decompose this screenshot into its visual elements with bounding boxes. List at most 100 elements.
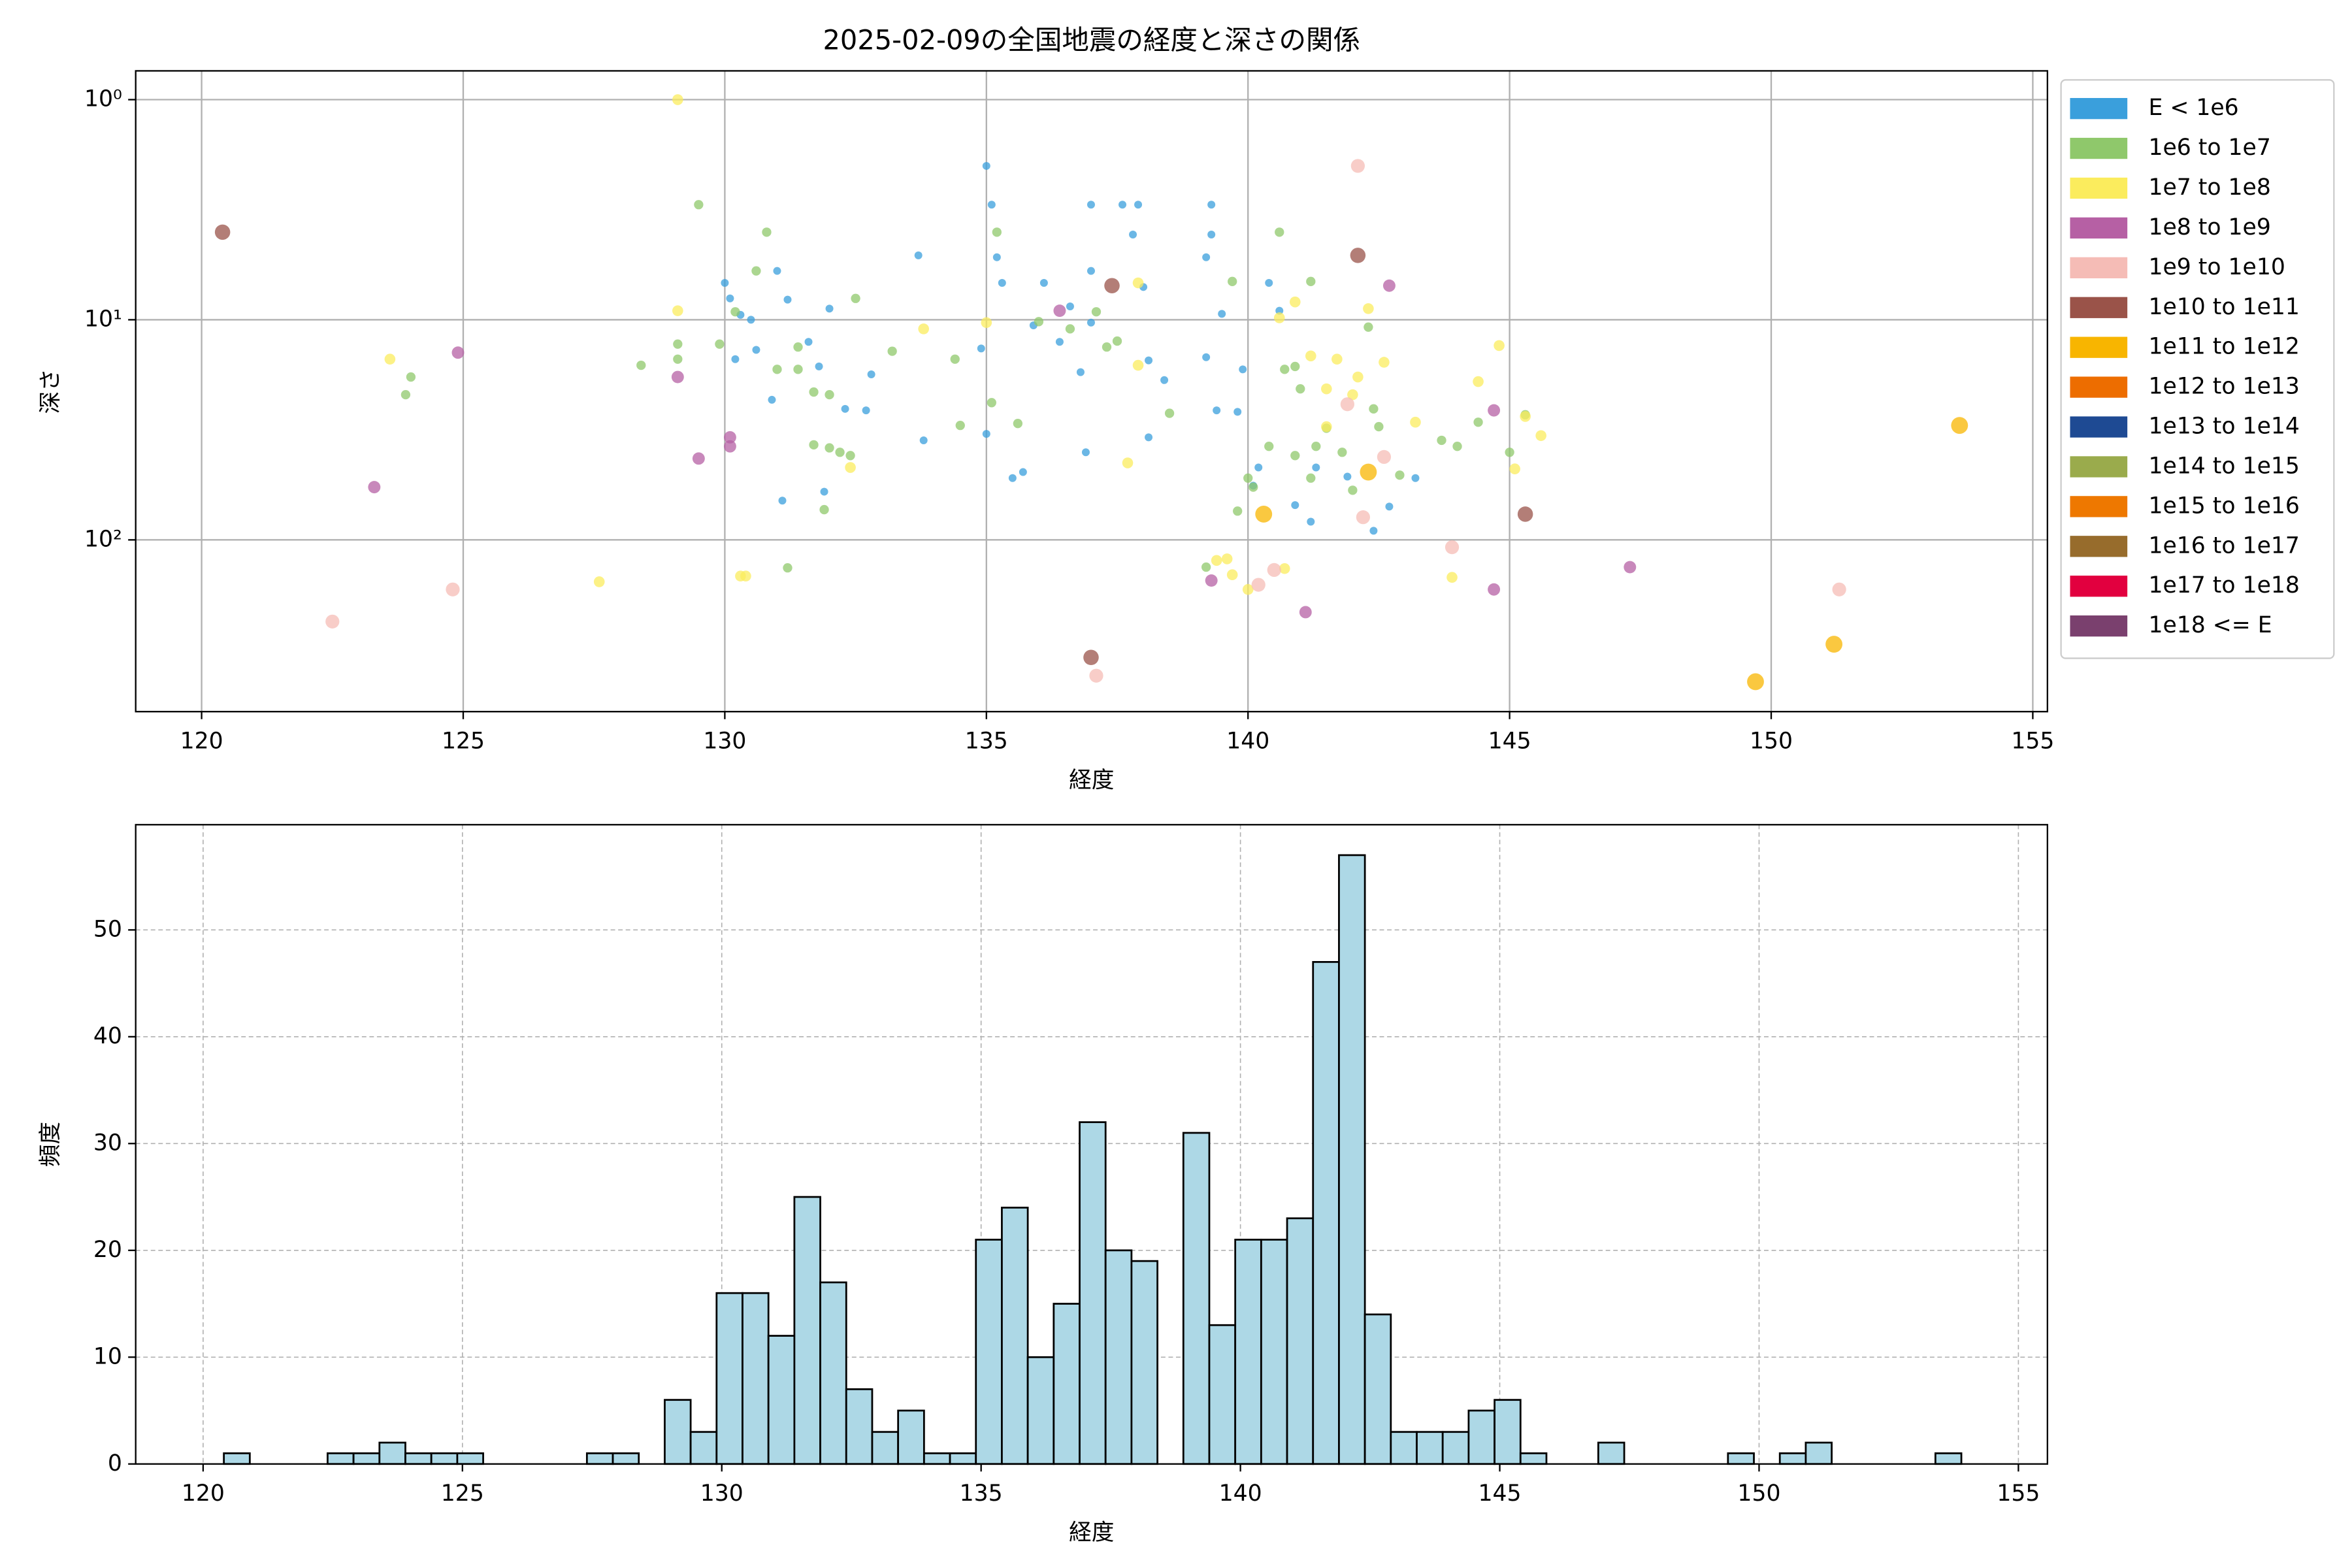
scatter-point bbox=[1207, 201, 1216, 209]
x-tick-label: 120 bbox=[180, 728, 223, 754]
scatter-point bbox=[783, 563, 792, 573]
histogram-bar bbox=[897, 1409, 925, 1465]
legend-swatch bbox=[2070, 536, 2128, 557]
scatter-point bbox=[1086, 267, 1095, 275]
scatter-point bbox=[809, 440, 819, 450]
scatter-point bbox=[1505, 448, 1514, 457]
scatter-point bbox=[1382, 279, 1396, 292]
histogram-bar bbox=[1338, 854, 1366, 1465]
scatter-point bbox=[1385, 502, 1394, 511]
scatter-point bbox=[1280, 365, 1290, 374]
scatter-point bbox=[692, 452, 705, 465]
x-tick-label: 155 bbox=[2011, 728, 2054, 754]
scatter-point bbox=[1306, 473, 1316, 483]
scatter-point bbox=[1207, 230, 1216, 238]
x-tick-label: 155 bbox=[1997, 1480, 2040, 1507]
scatter-point bbox=[446, 582, 460, 596]
histogram-bar bbox=[1260, 1239, 1288, 1465]
scatter-point bbox=[406, 372, 416, 382]
scatter-point bbox=[1343, 472, 1352, 481]
histogram-bar bbox=[975, 1239, 1003, 1465]
y-tick-label: 30 bbox=[93, 1130, 122, 1156]
scatter-point bbox=[919, 436, 928, 444]
scatter-point bbox=[1239, 365, 1247, 374]
scatter-point bbox=[715, 339, 725, 349]
scatter-point bbox=[1360, 463, 1377, 481]
y-tick-label: 0 bbox=[108, 1450, 122, 1477]
x-tick-label: 125 bbox=[442, 728, 485, 754]
histogram-bar bbox=[793, 1196, 821, 1465]
scatter-point bbox=[1145, 356, 1153, 365]
histogram-bar bbox=[404, 1452, 433, 1465]
scatter-point bbox=[1065, 324, 1075, 334]
histogram-bar bbox=[378, 1441, 406, 1465]
scatter-point bbox=[1267, 563, 1281, 578]
scatter-point bbox=[1039, 278, 1048, 287]
scatter-point bbox=[1112, 336, 1122, 346]
scatter-point bbox=[1104, 278, 1120, 294]
scatter-point bbox=[730, 307, 740, 317]
scatter-point bbox=[1132, 359, 1144, 371]
scatter-point bbox=[671, 370, 684, 384]
scatter-point bbox=[1374, 421, 1384, 432]
scatter-point bbox=[1363, 303, 1374, 314]
y-tick-label: 10² bbox=[84, 526, 122, 552]
scatter-point bbox=[982, 430, 990, 438]
x-tick-label: 135 bbox=[965, 728, 1008, 754]
scatter-point bbox=[1517, 506, 1533, 522]
chart-title: 2025-02-09の全国地震の経度と深さの関係 bbox=[823, 24, 1361, 56]
scatter-point bbox=[1081, 448, 1090, 457]
scatter-point bbox=[887, 346, 897, 356]
scatter-point bbox=[1213, 406, 1221, 415]
histogram-bar bbox=[664, 1399, 692, 1465]
scatter-point bbox=[1825, 636, 1843, 653]
scatter-point bbox=[1119, 201, 1127, 209]
scatter-point bbox=[1086, 201, 1095, 209]
histogram-bar bbox=[923, 1452, 951, 1465]
scatter-point bbox=[1251, 578, 1266, 592]
scatter-point bbox=[772, 365, 782, 374]
legend-label: E < 1e6 bbox=[2148, 95, 2238, 121]
legend-label: 1e18 <= E bbox=[2148, 612, 2272, 638]
x-tick-label: 130 bbox=[700, 1480, 743, 1507]
scatter-point bbox=[1291, 501, 1299, 510]
scatter-point bbox=[1086, 318, 1095, 327]
legend-label: 1e17 to 1e18 bbox=[2148, 572, 2299, 598]
x-tick-label: 130 bbox=[703, 728, 746, 754]
legend-swatch bbox=[2070, 217, 2128, 239]
histogram-bar bbox=[1390, 1431, 1418, 1465]
scatter-point bbox=[793, 342, 803, 352]
scatter-point bbox=[835, 448, 845, 457]
histogram-bar bbox=[949, 1452, 977, 1465]
scatter-point bbox=[636, 360, 646, 370]
scatter-point bbox=[325, 614, 340, 629]
scatter-point bbox=[1379, 357, 1390, 368]
scatter-point bbox=[987, 398, 996, 408]
scatter-point bbox=[1076, 368, 1085, 376]
scatter-point bbox=[1410, 416, 1421, 428]
histogram-bar bbox=[1727, 1452, 1755, 1465]
legend-swatch bbox=[2070, 615, 2128, 637]
histogram-bar bbox=[352, 1452, 381, 1465]
scatter-point bbox=[820, 487, 828, 496]
scatter-point bbox=[825, 389, 834, 400]
scatter-point bbox=[1228, 276, 1237, 286]
scatter-point bbox=[1034, 317, 1044, 327]
scatter-point bbox=[982, 161, 990, 170]
legend-label: 1e16 to 1e17 bbox=[2148, 532, 2299, 559]
scatter-point bbox=[731, 355, 740, 363]
scatter-point bbox=[740, 570, 751, 582]
scatter-point bbox=[841, 404, 849, 413]
legend-label: 1e14 to 1e15 bbox=[2148, 453, 2299, 479]
scatter-point bbox=[809, 387, 819, 397]
x-axis-label: 経度 bbox=[1069, 1520, 1114, 1546]
scatter-point bbox=[1331, 353, 1343, 365]
histogram-bar bbox=[1208, 1324, 1237, 1465]
scatter-point bbox=[1055, 338, 1064, 346]
legend-box bbox=[2060, 79, 2335, 659]
scatter-point bbox=[804, 338, 813, 346]
scatter-point bbox=[1122, 457, 1134, 468]
histogram-bar bbox=[715, 1292, 743, 1465]
scatter-point bbox=[1369, 527, 1378, 535]
histogram-bar bbox=[1001, 1207, 1029, 1465]
